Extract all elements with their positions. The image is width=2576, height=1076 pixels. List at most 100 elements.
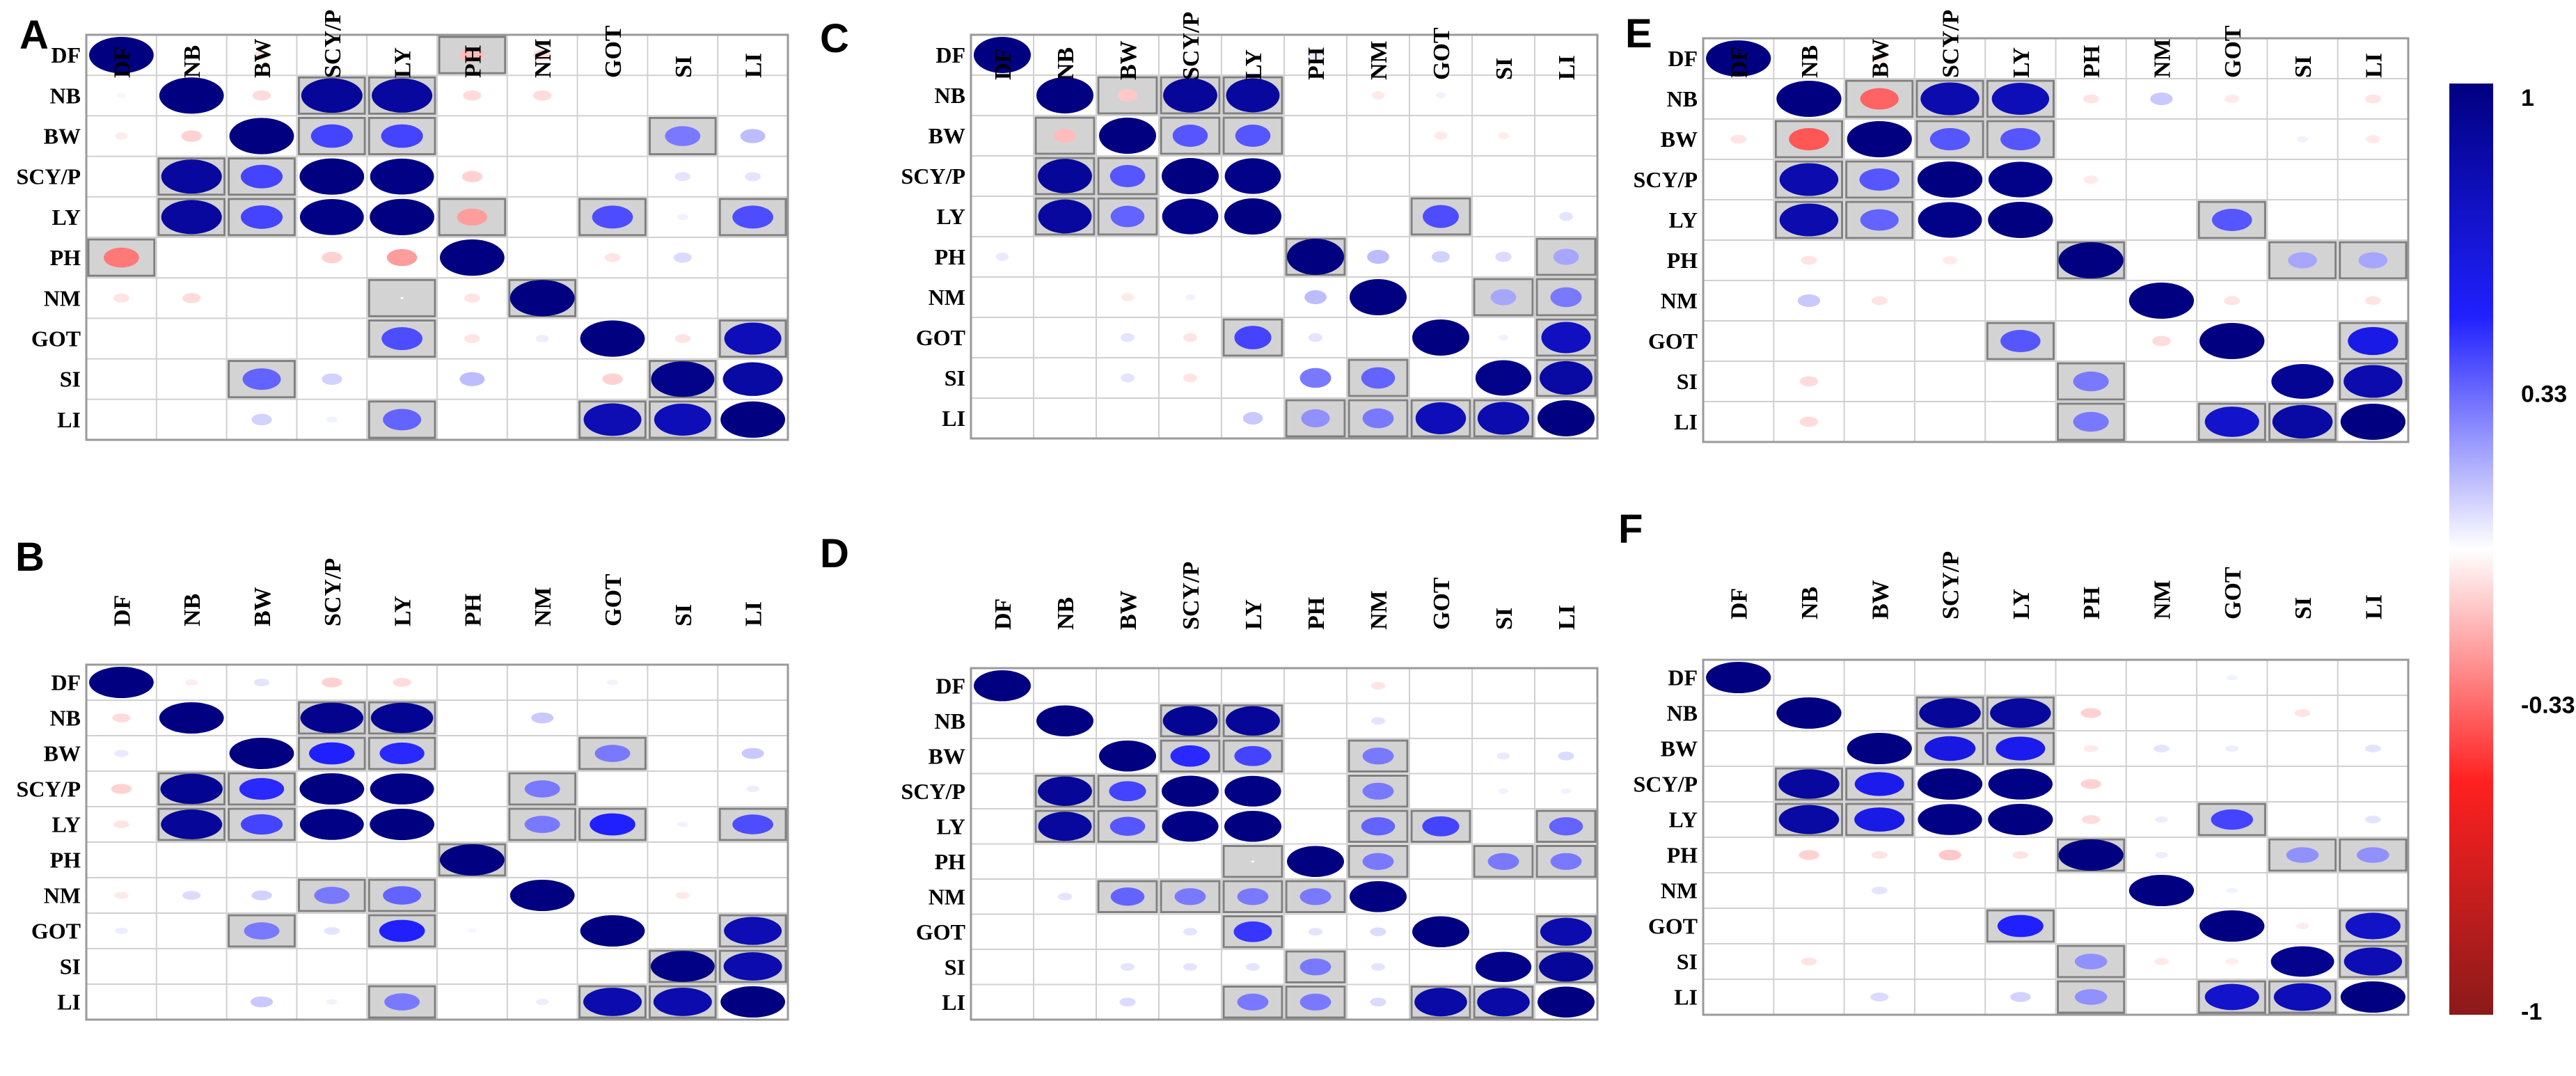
corr-cell xyxy=(1371,91,1385,100)
corr-cell xyxy=(2345,912,2401,940)
corr-cell xyxy=(383,409,422,431)
row-label: NB xyxy=(50,706,81,731)
corr-cell xyxy=(2344,365,2403,398)
panel-frame xyxy=(85,33,789,441)
corr-cell xyxy=(1807,747,1810,750)
corr-cell xyxy=(471,894,474,896)
row-label: BW xyxy=(929,123,965,148)
corr-cell xyxy=(1432,251,1450,263)
corr-cell xyxy=(1560,788,1572,794)
corr-cell xyxy=(1287,846,1344,877)
column-label: SI xyxy=(671,56,697,78)
corr-cell xyxy=(2152,335,2171,347)
row-label: SI xyxy=(1677,369,1698,394)
corr-cell xyxy=(674,172,691,182)
corr-cell xyxy=(1541,322,1591,354)
corr-cell xyxy=(229,738,294,769)
corr-cell xyxy=(2286,847,2319,863)
row-label: BW xyxy=(1661,736,1698,761)
corr-cell xyxy=(650,951,715,982)
corr-cell xyxy=(681,296,684,299)
column-label: GOT xyxy=(2220,25,2246,78)
corr-cell xyxy=(1490,289,1517,306)
corr-cell xyxy=(1245,963,1261,971)
column-label: NB xyxy=(1797,587,1823,619)
column-label: SI xyxy=(1492,608,1517,630)
corr-cell xyxy=(2296,136,2309,143)
corr-cell xyxy=(370,773,434,805)
corr-cell xyxy=(2089,889,2093,892)
row-label: PH xyxy=(50,848,81,873)
corr-cell xyxy=(2211,208,2252,232)
corr-cell xyxy=(1064,296,1066,299)
column-label: BW xyxy=(1867,580,1893,619)
corr-cell xyxy=(651,361,715,397)
corr-cell xyxy=(370,809,434,840)
corr-cell xyxy=(322,677,342,688)
corr-cell xyxy=(1920,82,1980,116)
corr-cell xyxy=(2154,958,2169,965)
corr-cell xyxy=(533,49,552,61)
corr-cell xyxy=(1314,825,1317,828)
column-label: NB xyxy=(1797,45,1823,78)
corr-cell xyxy=(1001,720,1004,722)
corr-cell xyxy=(1064,417,1066,420)
corr-cell xyxy=(1235,124,1271,148)
row-label: BW xyxy=(44,124,81,149)
corr-cell xyxy=(681,859,684,861)
corr-cell xyxy=(1057,892,1073,901)
corr-cell xyxy=(471,1001,474,1003)
row-label: SCY/P xyxy=(901,164,965,189)
row-label: GOT xyxy=(31,919,81,944)
row-label: SI xyxy=(945,954,965,979)
corr-cell xyxy=(1487,853,1519,870)
corr-cell xyxy=(2018,299,2022,302)
corr-cell xyxy=(681,681,684,683)
row-label: NB xyxy=(935,709,965,734)
corr-cell xyxy=(471,752,474,754)
corr-cell xyxy=(1251,860,1254,863)
corr-cell xyxy=(1064,377,1066,379)
corr-cell xyxy=(113,293,129,303)
corr-cell xyxy=(1550,287,1582,308)
column-label: NB xyxy=(180,45,205,78)
corr-cell xyxy=(120,175,123,178)
sig-box xyxy=(1348,775,1409,808)
corr-cell xyxy=(1737,925,1740,927)
corr-cell xyxy=(1251,684,1254,687)
corr-cell xyxy=(2272,404,2333,439)
corr-cell xyxy=(1871,850,1888,860)
row-label: SI xyxy=(1677,949,1698,974)
row-label: GOT xyxy=(1648,329,1698,354)
column-label: DF xyxy=(109,595,135,626)
corr-cell xyxy=(2348,326,2399,356)
corr-cell xyxy=(1779,163,1839,196)
column-label: SI xyxy=(2291,597,2316,619)
corr-cell xyxy=(1439,965,1442,968)
corr-cell xyxy=(190,378,193,381)
panel-d: D DF NB BW SCY/P LY PH NM GOT SI LI DF NB BW SCY/P LY PH… xyxy=(820,531,1599,1021)
corr-cell xyxy=(2160,259,2163,262)
corr-cell xyxy=(1799,850,1819,860)
corr-cell xyxy=(677,821,688,828)
corr-cell xyxy=(2083,94,2099,104)
corr-cell xyxy=(324,926,340,935)
corr-cell xyxy=(1412,916,1469,947)
corr-cell xyxy=(1475,951,1532,983)
corr-cell xyxy=(2073,411,2109,432)
corr-cell xyxy=(326,416,338,423)
corr-cell xyxy=(1558,751,1574,761)
column-label: LI xyxy=(741,601,767,626)
corr-cell xyxy=(2199,323,2265,359)
corr-cell xyxy=(120,418,123,421)
corr-cell xyxy=(541,418,544,421)
corr-cell xyxy=(1064,754,1066,757)
corr-cell xyxy=(120,1001,123,1003)
corr-cell xyxy=(611,296,614,299)
corr-cell xyxy=(1251,377,1254,379)
corr-cell xyxy=(611,965,614,967)
corr-cell xyxy=(604,253,621,262)
column-label: SCY/P xyxy=(320,558,346,626)
corr-cell xyxy=(2230,783,2234,785)
row-label: SCY/P xyxy=(901,779,965,804)
